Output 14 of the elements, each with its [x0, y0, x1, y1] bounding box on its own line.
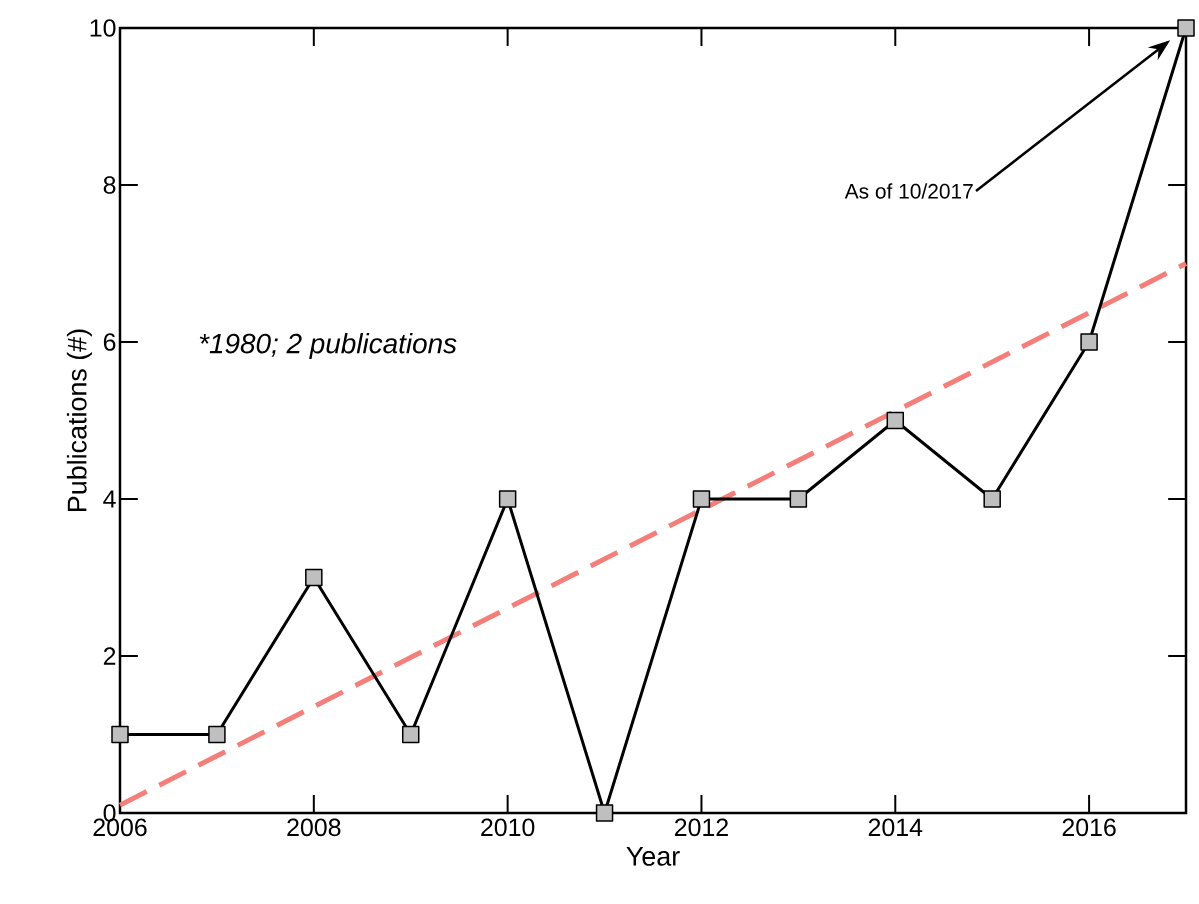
y-tick-label: 6	[103, 333, 116, 351]
x-tick-label: 2016	[1062, 818, 1116, 837]
y-tick-label: 4	[103, 490, 116, 508]
y-tick-label: 2	[103, 647, 116, 665]
x-axis-title: Year	[626, 846, 680, 866]
x-tick-label: 2012	[675, 818, 728, 837]
x-tick-label: 2008	[287, 818, 341, 837]
annotation: *1980; 2 publications	[199, 332, 457, 359]
x-tick-label: 2014	[868, 818, 923, 837]
y-tick-label: 10	[90, 19, 116, 37]
annotation: As of 10/2017	[844, 183, 973, 199]
y-tick-label: 8	[103, 176, 116, 194]
x-tick-label: 2010	[481, 818, 535, 837]
y-axis-title: Publications (#)	[66, 329, 92, 511]
